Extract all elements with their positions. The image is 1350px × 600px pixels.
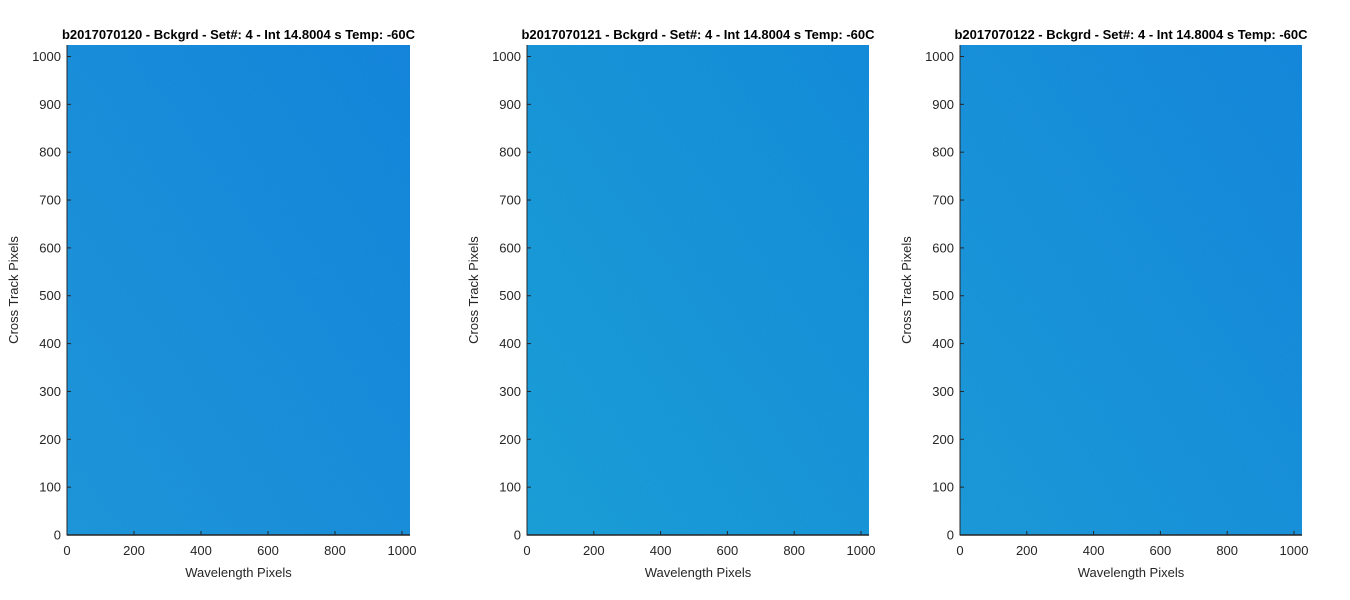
y-tick-label: 200 bbox=[499, 432, 521, 447]
y-tick-label: 300 bbox=[499, 384, 521, 399]
heatmap-noise bbox=[527, 45, 869, 535]
x-tick-label: 200 bbox=[123, 543, 145, 558]
panel-2: 0 100 200 300 400 500 600 700 800 900 1000 0 200 400 6… bbox=[466, 27, 875, 580]
y-tick-label: 700 bbox=[39, 193, 61, 208]
x-axis-label: Wavelength Pixels bbox=[1078, 565, 1185, 580]
y-tick-label: 0 bbox=[54, 528, 61, 543]
y-tick-label: 700 bbox=[932, 193, 954, 208]
y-tick-label: 900 bbox=[499, 97, 521, 112]
x-tick-label: 800 bbox=[1216, 543, 1238, 558]
y-tick-label: 700 bbox=[499, 193, 521, 208]
y-tick-label: 300 bbox=[932, 384, 954, 399]
x-tick-label: 800 bbox=[324, 543, 346, 558]
y-tick-label: 900 bbox=[39, 97, 61, 112]
y-tick-label: 800 bbox=[499, 145, 521, 160]
y-tick-label: 1000 bbox=[925, 49, 954, 64]
x-tick-label: 400 bbox=[650, 543, 672, 558]
y-tick-label: 200 bbox=[39, 432, 61, 447]
x-axis-label: Wavelength Pixels bbox=[645, 565, 752, 580]
y-tick-label: 400 bbox=[39, 336, 61, 351]
heatmap-noise bbox=[67, 45, 410, 535]
x-tick-label: 600 bbox=[1150, 543, 1172, 558]
y-tick-label: 400 bbox=[499, 336, 521, 351]
y-tick-label: 100 bbox=[499, 480, 521, 495]
y-tick-label: 600 bbox=[499, 240, 521, 255]
x-tick-label: 1000 bbox=[847, 543, 876, 558]
y-axis-label: Cross Track Pixels bbox=[466, 236, 481, 344]
x-tick-label: 800 bbox=[783, 543, 805, 558]
plot-title: b2017070121 - Bckgrd - Set#: 4 - Int 14.… bbox=[521, 27, 875, 42]
x-tick-label: 200 bbox=[583, 543, 605, 558]
x-tick-label: 0 bbox=[523, 543, 530, 558]
plot-title: b2017070120 - Bckgrd - Set#: 4 - Int 14.… bbox=[62, 27, 416, 42]
y-tick-label: 500 bbox=[932, 288, 954, 303]
y-tick-label: 600 bbox=[932, 240, 954, 255]
panel-1: 0 100 200 300 400 500 600 700 800 900 1000 0 200 400 6… bbox=[6, 27, 416, 580]
y-tick-label: 0 bbox=[514, 528, 521, 543]
y-tick-label: 1000 bbox=[492, 49, 521, 64]
panel-3: 0 100 200 300 400 500 600 700 800 900 1000 0 200 400 6… bbox=[899, 27, 1308, 580]
y-tick-label: 100 bbox=[932, 480, 954, 495]
y-tick-label: 100 bbox=[39, 480, 61, 495]
x-tick-label: 400 bbox=[1083, 543, 1105, 558]
x-tick-label: 200 bbox=[1016, 543, 1038, 558]
y-tick-label: 600 bbox=[39, 240, 61, 255]
y-tick-label: 200 bbox=[932, 432, 954, 447]
y-tick-label: 300 bbox=[39, 384, 61, 399]
x-tick-label: 600 bbox=[717, 543, 739, 558]
y-axis-label: Cross Track Pixels bbox=[899, 236, 914, 344]
y-tick-label: 1000 bbox=[32, 49, 61, 64]
y-tick-label: 400 bbox=[932, 336, 954, 351]
y-tick-label: 500 bbox=[39, 288, 61, 303]
x-axis-label: Wavelength Pixels bbox=[185, 565, 292, 580]
x-tick-label: 0 bbox=[63, 543, 70, 558]
y-tick-label: 800 bbox=[39, 145, 61, 160]
x-tick-label: 0 bbox=[956, 543, 963, 558]
y-tick-label: 800 bbox=[932, 145, 954, 160]
plot-title: b2017070122 - Bckgrd - Set#: 4 - Int 14.… bbox=[954, 27, 1308, 42]
y-tick-label: 500 bbox=[499, 288, 521, 303]
x-tick-label: 1000 bbox=[388, 543, 417, 558]
heatmap-noise bbox=[960, 45, 1302, 535]
y-tick-label: 0 bbox=[947, 528, 954, 543]
x-tick-label: 1000 bbox=[1280, 543, 1309, 558]
x-tick-label: 400 bbox=[190, 543, 212, 558]
y-axis-label: Cross Track Pixels bbox=[6, 236, 21, 344]
y-tick-label: 900 bbox=[932, 97, 954, 112]
x-tick-label: 600 bbox=[257, 543, 279, 558]
